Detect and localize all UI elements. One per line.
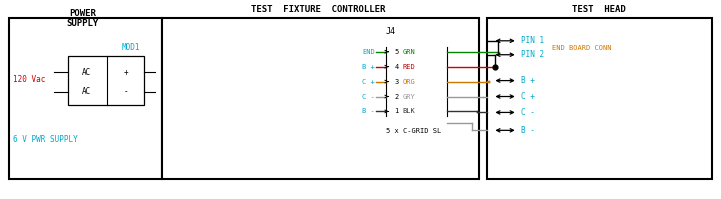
- Text: B +: B +: [521, 76, 534, 85]
- Bar: [487, 18, 712, 179]
- Text: PIN 2: PIN 2: [521, 50, 544, 59]
- Text: C -: C -: [521, 108, 534, 117]
- Text: PIN 1: PIN 1: [521, 36, 544, 45]
- Text: 4: 4: [394, 64, 399, 70]
- Text: GRY: GRY: [402, 94, 415, 100]
- Text: MOD1: MOD1: [122, 43, 141, 52]
- Text: C +: C +: [521, 92, 534, 101]
- Text: 120 Vac: 120 Vac: [13, 75, 45, 84]
- Bar: [162, 18, 479, 179]
- Text: B -: B -: [521, 126, 534, 135]
- Text: AC: AC: [82, 67, 91, 77]
- Text: J4: J4: [386, 27, 396, 36]
- Text: GRN: GRN: [402, 49, 415, 55]
- Text: AC: AC: [82, 87, 91, 96]
- Text: ORG: ORG: [402, 79, 415, 85]
- Text: B +: B +: [362, 64, 375, 70]
- Text: -: -: [124, 87, 128, 96]
- Text: C +: C +: [362, 79, 375, 85]
- Bar: [9, 18, 162, 179]
- Text: END: END: [362, 49, 375, 55]
- Text: END BOARD CONN: END BOARD CONN: [552, 45, 611, 51]
- Text: BLK: BLK: [402, 108, 415, 114]
- Text: 5: 5: [394, 49, 399, 55]
- Text: +: +: [124, 67, 128, 77]
- Text: TEST  HEAD: TEST HEAD: [572, 5, 625, 14]
- Text: 2: 2: [394, 94, 399, 100]
- Text: 1: 1: [394, 108, 399, 114]
- Text: 3: 3: [394, 79, 399, 85]
- Text: 5 x C-GRID SL: 5 x C-GRID SL: [386, 128, 441, 134]
- Text: 6 V PWR SUPPLY: 6 V PWR SUPPLY: [13, 135, 78, 144]
- Text: POWER
SUPPLY: POWER SUPPLY: [67, 9, 99, 28]
- Text: TEST  FIXTURE  CONTROLLER: TEST FIXTURE CONTROLLER: [252, 5, 386, 14]
- Bar: [68, 56, 144, 105]
- Text: RED: RED: [402, 64, 415, 70]
- Text: B -: B -: [362, 108, 375, 114]
- Text: C -: C -: [362, 94, 375, 100]
